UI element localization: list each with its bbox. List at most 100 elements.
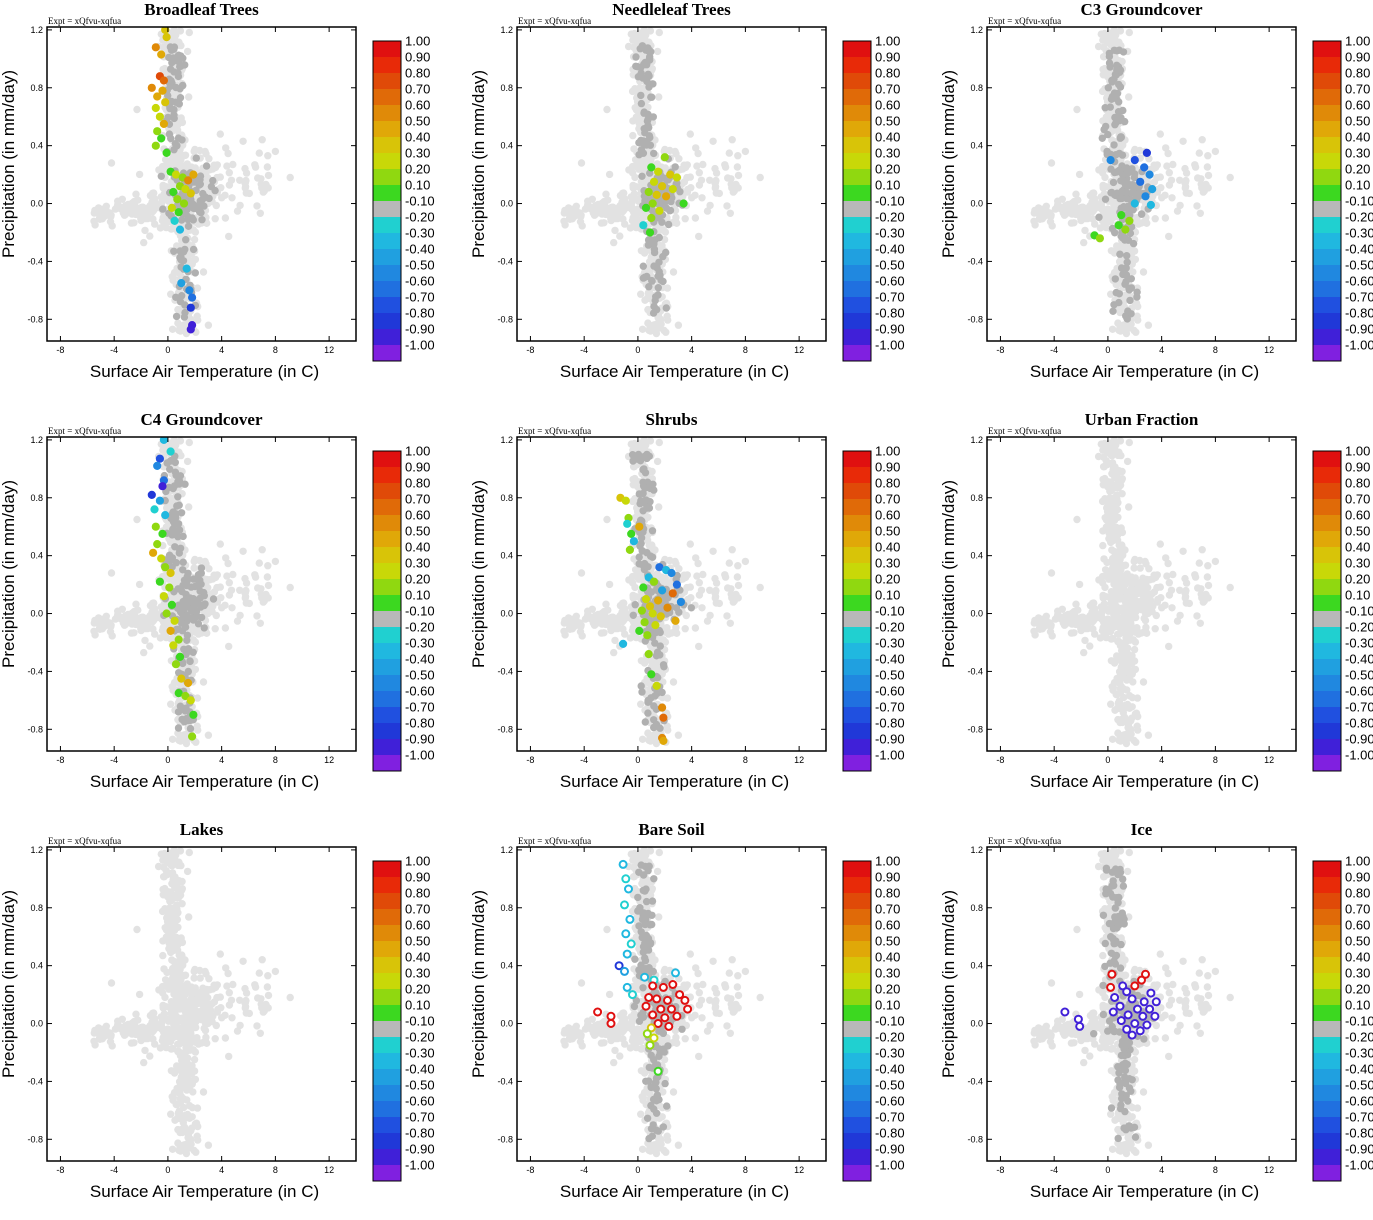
neutral-point [173,559,180,566]
background-point [257,620,264,627]
neutral-point [1115,299,1122,306]
points-layer [560,27,764,338]
neutral-point [170,46,177,53]
background-point [242,183,249,190]
data-point [152,44,159,51]
data-point [162,512,169,519]
colorbar-label: -0.70 [405,699,435,714]
background-point [1157,130,1164,137]
data-point [152,523,159,530]
neutral-point [1118,264,1125,271]
background-point [1134,303,1141,310]
background-point [632,573,639,580]
background-point [629,169,636,176]
neutral-point [197,181,204,188]
background-point [163,195,170,202]
data-point [177,653,184,660]
background-point [604,606,611,613]
background-point [149,215,156,222]
neutral-point [190,216,197,223]
background-point [577,623,584,630]
background-point [130,629,137,636]
neutral-point [1124,259,1131,266]
neutral-point [647,48,654,55]
background-point [159,217,166,224]
colorbar-label: -0.40 [1345,241,1373,256]
colorbar-label: 0.50 [405,113,430,128]
neutral-point [158,173,165,180]
background-point [742,558,749,565]
background-point [272,148,279,155]
background-point [673,220,680,227]
neutral-point [637,92,644,99]
neutral-point [198,216,205,223]
data-point [649,200,656,207]
data-point [185,177,192,184]
background-point [141,637,148,644]
background-point [579,632,586,639]
colorbar: 1.000.900.800.700.600.500.400.300.200.10… [373,33,435,361]
background-point [603,106,610,113]
data-point [1115,222,1122,229]
colorbar-swatch [373,313,401,329]
colorbar-label: 0.40 [875,129,900,144]
background-point [192,256,199,263]
data-point [163,610,170,617]
background-point [654,458,661,465]
y-tick-label: 1.2 [500,25,513,35]
background-point [610,239,617,246]
background-point [287,174,294,181]
background-point [1143,220,1150,227]
background-point [639,326,646,333]
background-point [1059,196,1066,203]
background-point [573,613,580,620]
neutral-point [186,594,193,601]
background-point [619,625,626,632]
background-point [1082,215,1089,222]
background-point [682,215,689,222]
background-point [655,317,662,324]
background-point [217,594,224,601]
background-point [142,215,149,222]
background-point [704,617,711,624]
colorbar-label: -0.90 [405,321,435,336]
background-point [107,213,114,220]
neutral-point [638,69,645,76]
colorbar-swatch [373,41,401,57]
data-point [663,193,670,200]
neutral-point [642,484,649,491]
data-point [661,154,668,161]
neutral-point [1102,104,1109,111]
neutral-point [649,527,656,534]
colorbar-swatch [373,57,401,73]
x-axis-label: Surface Air Temperature (in C) [1030,362,1259,381]
data-point [148,84,155,91]
background-point [217,540,224,547]
colorbar-swatch [843,89,871,105]
x-tick-label: 8 [273,345,278,355]
neutral-point [646,453,653,460]
colorbar-swatch [1313,153,1341,169]
neutral-point [642,59,649,66]
colorbar-label: -0.50 [405,667,435,682]
background-point [723,612,730,619]
background-point [169,326,176,333]
colorbar-swatch [1313,105,1341,121]
background-point [730,181,737,188]
background-point [629,579,636,586]
background-point [670,268,677,275]
points-layer [1030,27,1234,338]
background-point [185,93,192,100]
y-tick-label: 0.4 [30,141,43,151]
colorbar-label: 0.60 [405,97,430,112]
neutral-point [174,493,181,500]
background-point [699,161,706,168]
background-point [222,214,229,221]
colorbar-swatch [1313,297,1341,313]
data-point [178,675,185,682]
neutral-point [656,725,663,732]
background-point [200,678,207,685]
colorbar-swatch [373,217,401,233]
x-axis-label: Surface Air Temperature (in C) [90,772,319,791]
background-point [141,227,148,234]
